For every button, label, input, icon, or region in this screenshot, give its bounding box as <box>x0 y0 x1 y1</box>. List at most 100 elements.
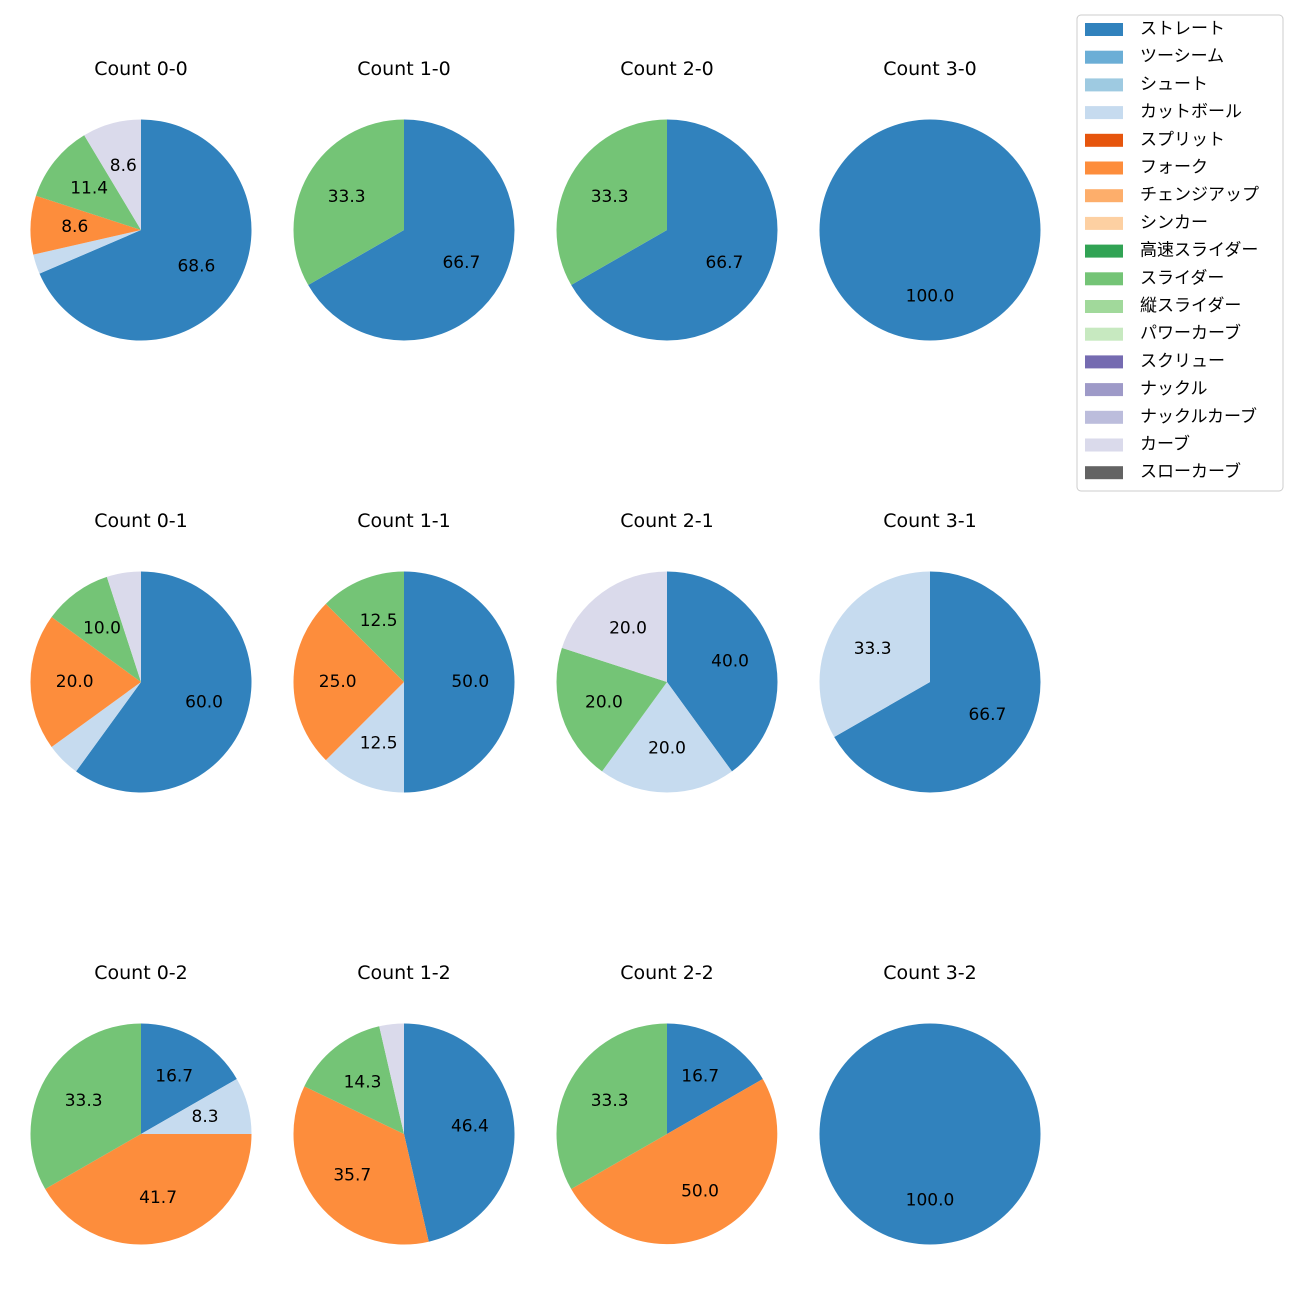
pie-chart: Count 1-1 50.0 12.5 25.0 12.5 <box>293 510 515 793</box>
pie-slice <box>556 1023 667 1190</box>
pie-chart: Count 3-0 100.0 <box>819 58 1041 341</box>
legend-swatch <box>1085 216 1123 230</box>
chart-title: Count 2-0 <box>620 58 714 80</box>
legend-entry: スプリット <box>1085 130 1225 150</box>
pie-slice <box>561 571 667 682</box>
legend-items: ストレートツーシームシュートカットボールスプリットフォークチェンジアップシンカー… <box>1085 19 1259 482</box>
slice-label: 8.6 <box>61 217 88 237</box>
legend-label: スライダー <box>1140 268 1224 288</box>
legend-label: カットボール <box>1140 102 1242 122</box>
legend-swatch <box>1085 410 1123 424</box>
legend-label: ナックル <box>1140 379 1208 399</box>
legend-swatch <box>1085 466 1123 480</box>
pie-slice <box>379 1023 404 1134</box>
pie-slice <box>602 682 732 793</box>
pie-chart: Count 0-2 16.7 8.3 41.7 33.3 <box>30 962 252 1245</box>
slice-label: 100.0 <box>906 286 955 306</box>
slice-label: 33.3 <box>328 187 366 207</box>
pie-slice <box>404 571 515 793</box>
legend-swatch <box>1085 78 1123 92</box>
pie-slice <box>293 1086 429 1245</box>
legend-entry: フォーク <box>1085 158 1208 178</box>
chart-title: Count 1-2 <box>357 962 451 984</box>
slice-label: 50.0 <box>451 672 489 692</box>
pie-slice <box>325 682 404 793</box>
slice-label: 20.0 <box>648 738 686 758</box>
legend-swatch <box>1085 300 1123 313</box>
slice-label: 35.7 <box>333 1165 371 1185</box>
slice-label: 46.4 <box>451 1117 489 1137</box>
pie-slice <box>293 603 404 761</box>
legend-entry: ツーシーム <box>1085 47 1224 67</box>
chart-title: Count 2-2 <box>620 962 714 984</box>
legend-label: スローカーブ <box>1140 461 1241 482</box>
slice-label: 41.7 <box>139 1188 177 1208</box>
legend-swatch <box>1085 438 1123 452</box>
legend-swatch <box>1085 50 1123 64</box>
pie-slice <box>45 1134 252 1245</box>
legend-swatch <box>1085 133 1123 147</box>
legend-entry: シュート <box>1085 74 1208 94</box>
pie-slice <box>76 571 252 793</box>
legend-label: ツーシーム <box>1140 47 1224 67</box>
pie-slice <box>141 1078 252 1134</box>
pie-slice <box>667 1023 763 1134</box>
pie-chart: Count 3-1 66.7 33.3 <box>819 510 1041 793</box>
slice-label: 33.3 <box>591 187 629 207</box>
legend-frame <box>1076 14 1284 492</box>
slice-label: 20.0 <box>609 618 647 638</box>
pie-chart: Count 3-2 100.0 <box>819 962 1041 1245</box>
legend-swatch <box>1085 106 1123 120</box>
pie-slice <box>308 119 515 341</box>
legend-label: シンカー <box>1140 213 1208 233</box>
slice-label: 40.0 <box>711 652 749 672</box>
legend-swatch <box>1085 355 1123 369</box>
pie-chart: Count 0-068.68.611.48.6 <box>30 58 252 341</box>
legend-entry: ナックルカーブ <box>1085 406 1257 427</box>
pie-slice <box>556 647 667 772</box>
chart-title: Count 1-1 <box>357 510 451 532</box>
pie-slice <box>819 571 930 738</box>
legend-label: パワーカーブ <box>1140 323 1241 344</box>
legend-entry: 縦スライダー <box>1085 296 1241 316</box>
legend-swatch <box>1085 272 1123 286</box>
pie-chart: Count 2-2 16.7 50.0 33.3 <box>556 962 778 1245</box>
legend-entry: カットボール <box>1085 102 1242 122</box>
legend-label: スクリュー <box>1140 351 1225 371</box>
legend-entry: スクリュー <box>1085 351 1225 371</box>
slice-label: 25.0 <box>319 672 357 692</box>
slice-label: 8.3 <box>192 1107 219 1127</box>
legend-swatch <box>1085 327 1123 341</box>
chart-title: Count 2-1 <box>620 510 714 532</box>
legend-entry: カーブ <box>1085 434 1190 455</box>
chart-title: Count 0-0 <box>94 58 188 80</box>
slice-label: 8.6 <box>110 156 137 176</box>
legend-label: チェンジアップ <box>1140 185 1259 205</box>
slice-label: 16.7 <box>155 1067 193 1087</box>
pie-slice <box>667 571 778 772</box>
pie-slice <box>106 571 141 682</box>
pie-chart: Count 0-1 60.0 20.0 10.0 <box>30 510 252 793</box>
pie-slice <box>556 119 667 286</box>
legend-swatch <box>1085 383 1123 397</box>
pie-slice <box>819 119 1041 341</box>
chart-title: Count 3-1 <box>883 510 977 532</box>
legend-label: ナックルカーブ <box>1140 406 1257 427</box>
pie-slice <box>141 1023 237 1134</box>
chart-title: Count 3-2 <box>883 962 977 984</box>
slice-label: 12.5 <box>360 733 398 753</box>
pie-chart: Count 2-0 66.7 33.3 <box>556 58 778 341</box>
legend-swatch <box>1085 189 1123 203</box>
slice-label: 33.3 <box>65 1091 103 1111</box>
pie-slice <box>30 195 141 255</box>
chart-title: Count 3-0 <box>883 58 977 80</box>
legend-entry: シンカー <box>1085 213 1208 233</box>
pie-slice <box>51 682 141 772</box>
slice-label: 11.4 <box>70 179 108 199</box>
slice-label: 66.7 <box>442 253 480 273</box>
legend-swatch <box>1085 244 1123 258</box>
pie-chart: Count 2-1 40.0 20.0 20.0 20.0 <box>556 510 778 793</box>
slice-label: 10.0 <box>83 618 121 638</box>
